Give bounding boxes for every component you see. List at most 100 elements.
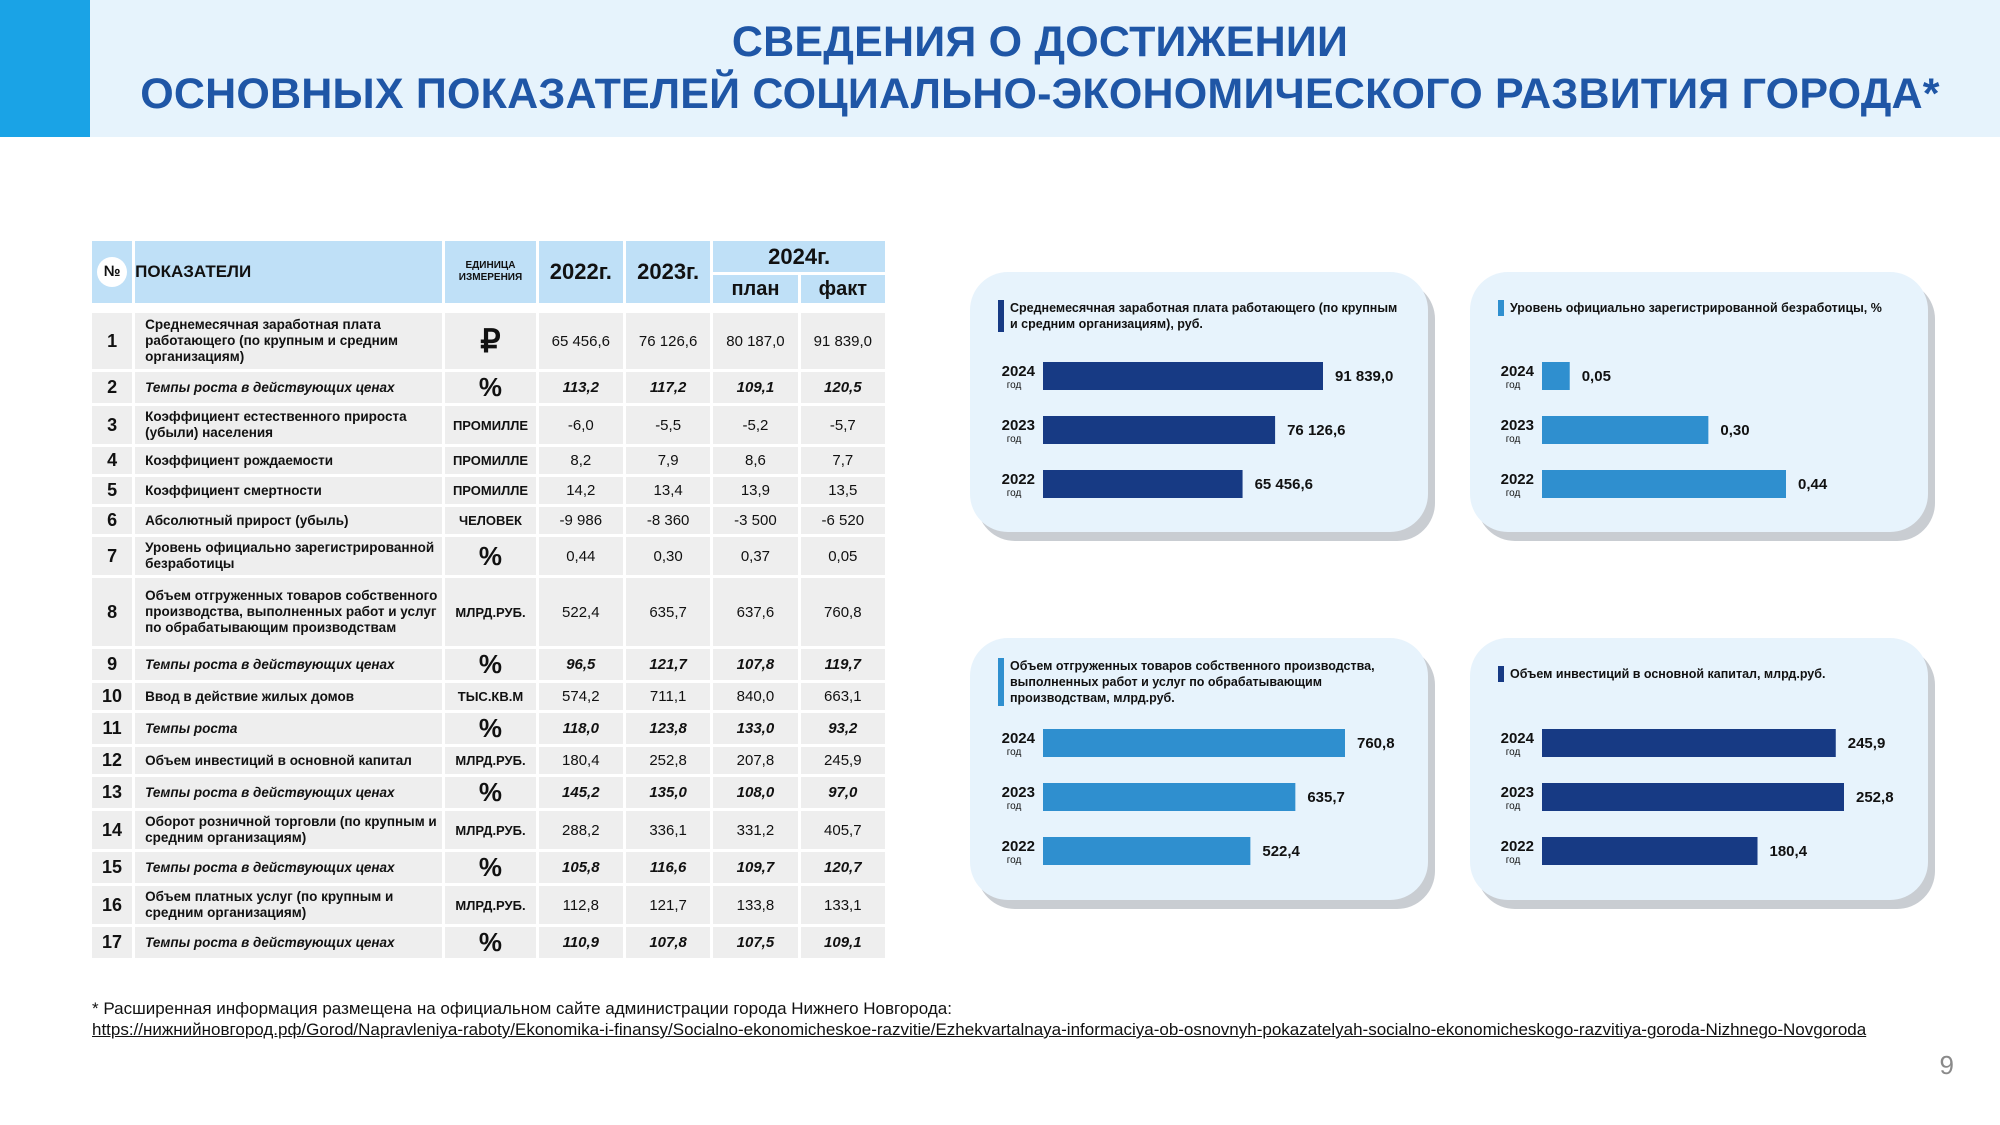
row-unit: ЧЕЛОВЕК xyxy=(445,507,536,534)
row-indicator-name: Абсолютный прирост (убыль) xyxy=(135,507,443,534)
chart-bar xyxy=(1043,837,1251,865)
chart-category-suffix: год xyxy=(1007,488,1022,499)
table-row: 3 Коэффициент естественного прироста (убы… xyxy=(92,406,885,444)
chart-value-label: 635,7 xyxy=(1307,789,1345,806)
row-value-2022: 8,2 xyxy=(538,447,623,474)
chart-category-label: 2023 xyxy=(1501,417,1534,434)
chart-value-label: 760,8 xyxy=(1357,735,1395,752)
row-indicator-name: Темпы роста в действующих ценах xyxy=(135,777,443,808)
row-value-2023: 117,2 xyxy=(625,372,711,403)
table-row: 11 Темпы роста% 118,0 123,8 133,0 93,2 xyxy=(92,713,885,744)
chart-value-label: 0,44 xyxy=(1798,476,1828,493)
row-value-2022: 110,9 xyxy=(538,927,623,958)
footnote-link[interactable]: https://нижнийновгород.рф/Gorod/Napravle… xyxy=(92,1020,1867,1039)
indicators-table: № ПОКАЗАТЕЛИ ЕДИНИЦА ИЗМЕРЕНИЯ 2022г. 20… xyxy=(89,238,888,961)
row-unit: % xyxy=(445,927,536,958)
chart-category-suffix: год xyxy=(1506,434,1521,445)
row-number: 15 xyxy=(92,852,133,883)
row-value-2022: 574,2 xyxy=(538,683,623,710)
chart-card-unemployment: 2024 год 0,05 2023 год 0,30 2022 год 0,44 Уровен… xyxy=(1470,272,1928,532)
row-value-2024-plan: 637,6 xyxy=(713,578,798,646)
chart-bar xyxy=(1542,362,1570,390)
header-indicators: ПОКАЗАТЕЛИ xyxy=(135,241,443,303)
table-row: 8 Объем отгруженных товаров собственного … xyxy=(92,578,885,646)
row-indicator-name: Коэффициент рождаемости xyxy=(135,447,443,474)
title-line-1: СВЕДЕНИЯ О ДОСТИЖЕНИИ xyxy=(731,18,1349,66)
row-number: 12 xyxy=(92,747,133,774)
chart-bar xyxy=(1542,783,1844,811)
chart-shipped-goods-title: Объем отгруженных товаров собственного п… xyxy=(998,658,1408,706)
chart-category-label: 2024 xyxy=(1002,363,1036,380)
row-value-2024-fact: 245,9 xyxy=(800,747,885,774)
table-row: 6 Абсолютный прирост (убыль) ЧЕЛОВЕК -9 986… xyxy=(92,507,885,534)
row-unit: % xyxy=(445,372,536,403)
header-unit: ЕДИНИЦА ИЗМЕРЕНИЯ xyxy=(445,241,536,303)
chart-category-label: 2024 xyxy=(1002,730,1036,747)
row-unit: % xyxy=(445,713,536,744)
chart-card-shipped-goods: 2024 год 760,8 2023 год 635,7 2022 год 522,4 Объ… xyxy=(970,638,1428,900)
row-value-2024-fact: 133,1 xyxy=(800,886,885,924)
chart-category-label: 2022 xyxy=(1002,471,1035,488)
chart-bar xyxy=(1542,470,1786,498)
row-unit: ₽ xyxy=(445,313,536,369)
row-number: 9 xyxy=(92,649,133,680)
row-value-2024-fact: 120,5 xyxy=(800,372,885,403)
row-value-2024-fact: 13,5 xyxy=(800,477,885,504)
row-number: 8 xyxy=(92,578,133,646)
title-marker xyxy=(998,300,1004,332)
row-value-2023: 135,0 xyxy=(625,777,711,808)
row-value-2022: 180,4 xyxy=(538,747,623,774)
row-value-2022: 96,5 xyxy=(538,649,623,680)
chart-value-label: 65 456,6 xyxy=(1255,476,1313,493)
row-number: 6 xyxy=(92,507,133,534)
row-number: 13 xyxy=(92,777,133,808)
row-number: 1 xyxy=(92,313,133,369)
row-value-2024-plan: 133,0 xyxy=(713,713,798,744)
row-unit: МЛРД.РУБ. xyxy=(445,811,536,849)
header-2023: 2023г. xyxy=(625,241,711,303)
header-fact: факт xyxy=(800,275,885,303)
row-value-2024-fact: 405,7 xyxy=(800,811,885,849)
header-2022: 2022г. xyxy=(538,241,623,303)
title-line-2: ОСНОВНЫХ ПОКАЗАТЕЛЕЙ СОЦИАЛЬНО-ЭКОНОМИЧЕ… xyxy=(140,70,1940,118)
row-value-2024-plan: 108,0 xyxy=(713,777,798,808)
row-value-2024-fact: -6 520 xyxy=(800,507,885,534)
row-value-2023: 107,8 xyxy=(625,927,711,958)
row-value-2023: 76 126,6 xyxy=(625,313,711,369)
row-indicator-name: Темпы роста в действующих ценах xyxy=(135,649,443,680)
row-unit: ПРОМИЛЛЕ xyxy=(445,477,536,504)
page-title: СВЕДЕНИЯ О ДОСТИЖЕНИИ ОСНОВНЫХ ПОКАЗАТЕЛ… xyxy=(90,16,1990,120)
chart-bar xyxy=(1542,416,1709,444)
row-value-2023: 0,30 xyxy=(625,537,711,575)
table-row: 9 Темпы роста в действующих ценах% 96,5 121… xyxy=(92,649,885,680)
row-value-2022: 105,8 xyxy=(538,852,623,883)
row-value-2024-plan: 107,5 xyxy=(713,927,798,958)
row-value-2024-fact: 120,7 xyxy=(800,852,885,883)
row-value-2024-fact: 663,1 xyxy=(800,683,885,710)
row-value-2023: 116,6 xyxy=(625,852,711,883)
row-indicator-name: Ввод в действие жилых домов xyxy=(135,683,443,710)
row-number: 2 xyxy=(92,372,133,403)
chart-category-label: 2024 xyxy=(1501,363,1535,380)
row-value-2022: -6,0 xyxy=(538,406,623,444)
header-num: № xyxy=(92,241,133,303)
table-row: 1 Среднемесячная заработная плата работаю… xyxy=(92,313,885,369)
chart-category-label: 2023 xyxy=(1002,784,1035,801)
row-value-2023: 635,7 xyxy=(625,578,711,646)
row-value-2022: 288,2 xyxy=(538,811,623,849)
header-num-label: № xyxy=(97,257,128,287)
chart-value-label: 245,9 xyxy=(1848,735,1886,752)
row-number: 10 xyxy=(92,683,133,710)
row-unit: МЛРД.РУБ. xyxy=(445,747,536,774)
row-number: 5 xyxy=(92,477,133,504)
chart-category-suffix: год xyxy=(1007,747,1022,758)
row-value-2022: -9 986 xyxy=(538,507,623,534)
row-value-2022: 113,2 xyxy=(538,372,623,403)
row-value-2024-plan: 0,37 xyxy=(713,537,798,575)
row-value-2024-plan: -5,2 xyxy=(713,406,798,444)
row-indicator-name: Среднемесячная заработная плата работающ… xyxy=(135,313,443,369)
row-indicator-name: Темпы роста в действующих ценах xyxy=(135,852,443,883)
header-accent-bar xyxy=(0,0,90,137)
chart-value-label: 76 126,6 xyxy=(1287,422,1345,439)
